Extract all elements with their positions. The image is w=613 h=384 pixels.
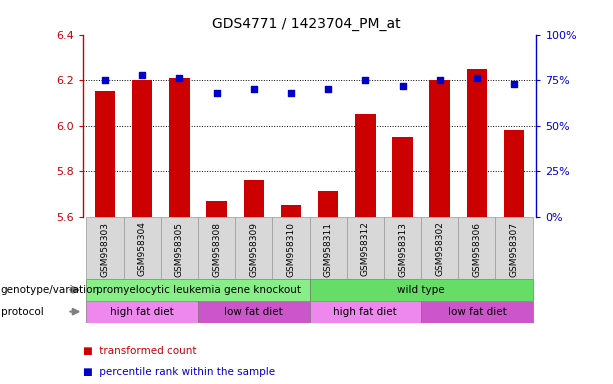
Bar	[504, 130, 524, 217]
Text: wild type: wild type	[397, 285, 445, 295]
Bar	[310, 217, 347, 279]
Text: ■  transformed count: ■ transformed count	[83, 346, 196, 356]
Bar	[132, 80, 153, 217]
Bar	[310, 301, 421, 323]
Text: promyelocytic leukemia gene knockout: promyelocytic leukemia gene knockout	[96, 285, 300, 295]
Bar	[198, 301, 310, 323]
Bar	[281, 205, 301, 217]
Text: GSM958311: GSM958311	[324, 222, 333, 276]
Point	[509, 81, 519, 87]
Text: high fat diet: high fat diet	[110, 307, 174, 317]
Bar	[384, 217, 421, 279]
Point	[398, 83, 408, 89]
Bar	[235, 217, 272, 279]
Bar	[459, 217, 495, 279]
Bar	[207, 200, 227, 217]
Bar	[466, 69, 487, 217]
Bar	[495, 217, 533, 279]
Bar	[86, 217, 124, 279]
Text: GDS4771 / 1423704_PM_at: GDS4771 / 1423704_PM_at	[212, 17, 401, 31]
Point	[175, 75, 185, 81]
Point	[435, 77, 444, 83]
Point	[472, 75, 482, 81]
Text: GSM958305: GSM958305	[175, 222, 184, 276]
Text: ■  percentile rank within the sample: ■ percentile rank within the sample	[83, 367, 275, 377]
Bar	[86, 279, 310, 301]
Text: GSM958304: GSM958304	[138, 222, 147, 276]
Bar	[430, 80, 450, 217]
Point	[211, 90, 221, 96]
Point	[323, 86, 333, 92]
Text: GSM958308: GSM958308	[212, 222, 221, 276]
Point	[137, 71, 147, 78]
Point	[100, 77, 110, 83]
Bar	[421, 301, 533, 323]
Point	[249, 86, 259, 92]
Text: GSM958306: GSM958306	[473, 222, 481, 276]
Bar	[421, 217, 459, 279]
Text: low fat diet: low fat diet	[447, 307, 506, 317]
Bar	[347, 217, 384, 279]
Bar	[95, 91, 115, 217]
Bar	[198, 217, 235, 279]
Text: GSM958302: GSM958302	[435, 222, 444, 276]
Text: protocol: protocol	[1, 307, 44, 317]
Bar	[124, 217, 161, 279]
Text: GSM958309: GSM958309	[249, 222, 258, 276]
Bar	[318, 192, 338, 217]
Point	[286, 90, 296, 96]
Bar	[243, 180, 264, 217]
Text: low fat diet: low fat diet	[224, 307, 283, 317]
Point	[360, 77, 370, 83]
Bar	[392, 137, 413, 217]
Bar	[272, 217, 310, 279]
Text: GSM958313: GSM958313	[398, 222, 407, 276]
Bar	[169, 78, 189, 217]
Text: genotype/variation: genotype/variation	[1, 285, 100, 295]
Text: GSM958303: GSM958303	[101, 222, 110, 276]
Bar	[355, 114, 376, 217]
Text: GSM958310: GSM958310	[286, 222, 295, 276]
Text: GSM958307: GSM958307	[509, 222, 519, 276]
Bar	[161, 217, 198, 279]
Bar	[310, 279, 533, 301]
Text: GSM958312: GSM958312	[361, 222, 370, 276]
Bar	[86, 301, 198, 323]
Text: high fat diet: high fat diet	[333, 307, 397, 317]
